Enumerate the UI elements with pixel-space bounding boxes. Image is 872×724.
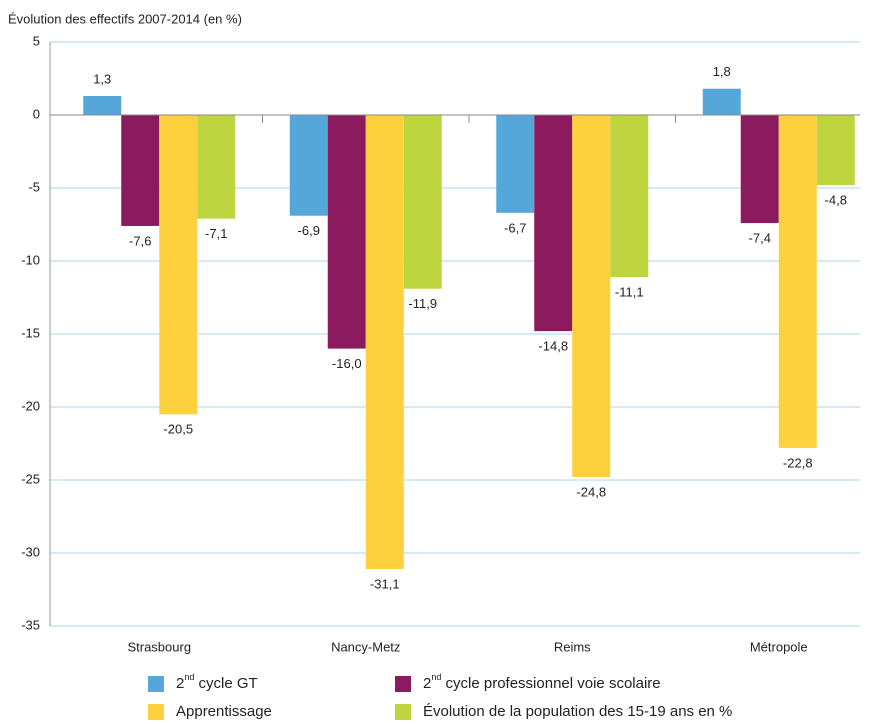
data-label: 1,3 (93, 71, 111, 86)
bar (83, 96, 122, 115)
y-tick-label: 0 (33, 106, 40, 121)
data-label: -20,5 (163, 422, 193, 437)
y-tick-label: -30 (21, 544, 40, 559)
data-label: -11,9 (408, 296, 437, 311)
y-tick-label: -35 (21, 617, 40, 632)
legend-swatch (395, 676, 411, 692)
bar (197, 115, 236, 219)
data-label: -16,0 (332, 356, 362, 371)
data-label: -7,4 (749, 230, 771, 245)
data-label: -6,9 (298, 223, 320, 238)
legend-label: Apprentissage (176, 703, 272, 720)
bar (816, 115, 855, 186)
legend-label: 2nd cycle professionnel voie scolaire (423, 672, 661, 692)
bar (572, 115, 611, 478)
bar (702, 88, 741, 115)
bar (740, 115, 779, 224)
x-tick-label: Nancy-Metz (331, 639, 400, 654)
bar (327, 115, 366, 349)
data-label: -7,6 (129, 233, 151, 248)
bar (289, 115, 328, 216)
x-tick-label: Métropole (750, 639, 808, 654)
bar (121, 115, 160, 226)
y-tick-label: -15 (21, 325, 40, 340)
data-label: -14,8 (538, 339, 568, 354)
bar (403, 115, 442, 289)
data-label: -22,8 (783, 455, 813, 470)
bar (534, 115, 573, 332)
bar (778, 115, 817, 448)
data-label: -6,7 (504, 220, 526, 235)
data-label: -7,1 (205, 226, 227, 241)
x-tick-label: Reims (554, 639, 591, 654)
y-tick-label: -5 (28, 179, 40, 194)
legend-swatch (148, 676, 164, 692)
legend-swatch (148, 704, 164, 720)
bar (496, 115, 535, 213)
data-label: -4,8 (825, 193, 847, 208)
data-label: -24,8 (576, 485, 606, 500)
y-tick-label: -25 (21, 471, 40, 486)
data-label: 1,8 (713, 64, 731, 79)
bar (159, 115, 198, 415)
legend-label: 2nd cycle GT (176, 672, 258, 692)
legend-label: Évolution de la population des 15-19 ans… (423, 703, 732, 720)
data-label: -31,1 (370, 576, 400, 591)
data-label: -11,1 (615, 284, 644, 299)
y-tick-label: -10 (21, 252, 40, 267)
y-axis-title: Évolution des effectifs 2007-2014 (en %) (8, 11, 242, 26)
bar (610, 115, 649, 278)
bar (365, 115, 404, 570)
legend-swatch (395, 704, 411, 720)
y-tick-label: -20 (21, 398, 40, 413)
x-tick-label: Strasbourg (127, 639, 191, 654)
y-tick-label: 5 (33, 33, 40, 48)
